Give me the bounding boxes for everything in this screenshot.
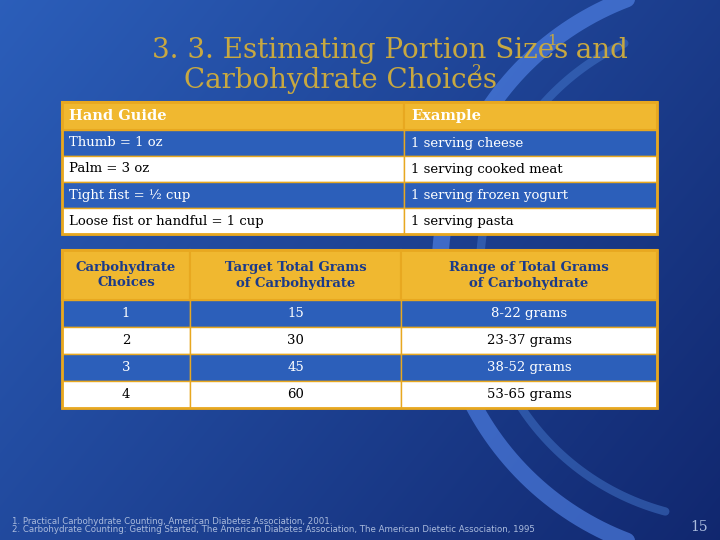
Text: 4: 4 xyxy=(122,388,130,401)
Text: 30: 30 xyxy=(287,334,304,347)
Bar xyxy=(62,102,404,130)
Text: Range of Total Grams
of Carbohydrate: Range of Total Grams of Carbohydrate xyxy=(449,260,609,289)
Bar xyxy=(401,327,657,354)
Bar xyxy=(404,182,657,208)
Bar xyxy=(404,208,657,234)
Bar xyxy=(62,381,190,408)
Bar xyxy=(404,102,657,130)
Bar xyxy=(62,156,404,182)
Text: 1: 1 xyxy=(547,34,557,48)
Bar xyxy=(401,300,657,327)
Text: Palm = 3 oz: Palm = 3 oz xyxy=(69,163,149,176)
Text: Target Total Grams
of Carbohydrate: Target Total Grams of Carbohydrate xyxy=(225,260,366,289)
Bar xyxy=(62,300,190,327)
Bar xyxy=(62,250,190,300)
Bar xyxy=(62,354,190,381)
Text: 60: 60 xyxy=(287,388,304,401)
Text: 3. 3. Estimating Portion Sizes: 3. 3. Estimating Portion Sizes xyxy=(152,37,568,64)
Text: 45: 45 xyxy=(287,361,304,374)
Bar xyxy=(190,327,401,354)
Text: 3: 3 xyxy=(122,361,130,374)
Text: 1 serving frozen yogurt: 1 serving frozen yogurt xyxy=(411,188,568,201)
Bar xyxy=(62,250,657,408)
Bar xyxy=(62,208,404,234)
Bar xyxy=(62,102,657,234)
Bar xyxy=(190,381,401,408)
Text: 8-22 grams: 8-22 grams xyxy=(491,307,567,320)
Bar xyxy=(404,156,657,182)
Bar xyxy=(401,381,657,408)
Bar xyxy=(62,130,404,156)
Text: 23-37 grams: 23-37 grams xyxy=(487,334,572,347)
Text: Carbohydrate
Choices: Carbohydrate Choices xyxy=(76,260,176,289)
Text: and: and xyxy=(558,37,628,64)
Text: 1 serving pasta: 1 serving pasta xyxy=(411,214,514,227)
Bar xyxy=(190,300,401,327)
Bar xyxy=(62,327,190,354)
Text: Carbohydrate Choices: Carbohydrate Choices xyxy=(184,66,497,93)
Bar xyxy=(62,182,404,208)
Text: 1 serving cooked meat: 1 serving cooked meat xyxy=(411,163,563,176)
Text: 1. Practical Carbohydrate Counting, American Diabetes Association, 2001.: 1. Practical Carbohydrate Counting, Amer… xyxy=(12,517,333,526)
Text: 1: 1 xyxy=(122,307,130,320)
Text: 2: 2 xyxy=(472,64,482,78)
Text: 2: 2 xyxy=(122,334,130,347)
Text: Hand Guide: Hand Guide xyxy=(69,109,166,123)
Bar xyxy=(401,250,657,300)
Bar xyxy=(401,354,657,381)
Text: 53-65 grams: 53-65 grams xyxy=(487,388,572,401)
Text: 1 serving cheese: 1 serving cheese xyxy=(411,137,523,150)
Bar xyxy=(190,250,401,300)
Text: Thumb = 1 oz: Thumb = 1 oz xyxy=(69,137,163,150)
Text: 38-52 grams: 38-52 grams xyxy=(487,361,572,374)
Text: 15: 15 xyxy=(690,520,708,534)
Text: Example: Example xyxy=(411,109,481,123)
Text: 2. Carbohydrate Counting: Getting Started, The American Diabetes Association, Th: 2. Carbohydrate Counting: Getting Starte… xyxy=(12,525,535,535)
Text: Loose fist or handful = 1 cup: Loose fist or handful = 1 cup xyxy=(69,214,264,227)
Text: Tight fist = ½ cup: Tight fist = ½ cup xyxy=(69,188,190,201)
Text: 15: 15 xyxy=(287,307,304,320)
Bar xyxy=(190,354,401,381)
Bar xyxy=(404,130,657,156)
